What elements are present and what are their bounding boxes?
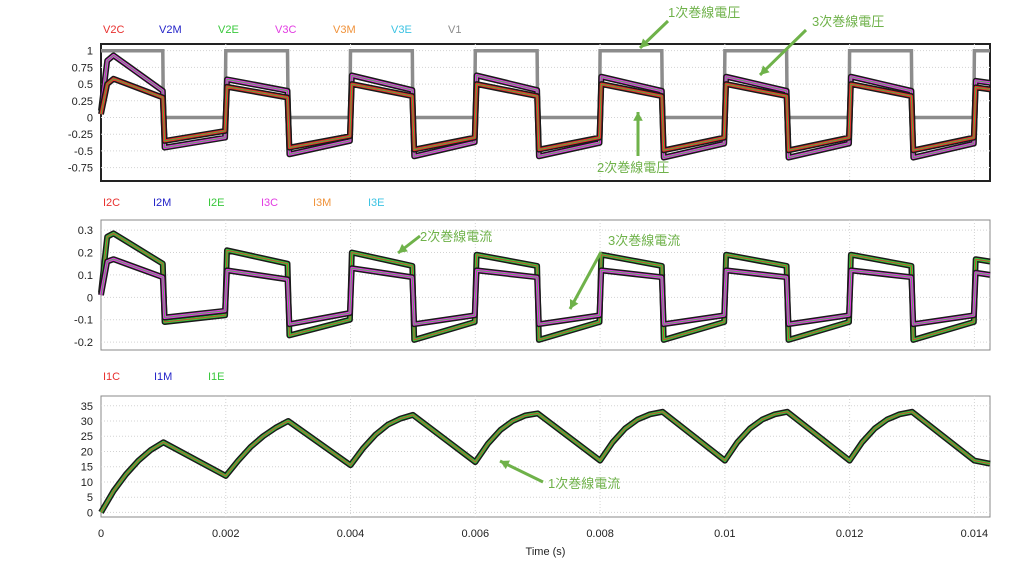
y-tick-label: 30: [81, 416, 93, 428]
legend-entry: I1C: [103, 371, 120, 383]
y-tick-label: 0.75: [72, 62, 93, 74]
legend-entry: I2E: [208, 197, 225, 209]
y-tick-label: 0.3: [78, 225, 93, 237]
chart-panel-2: 0.3 0.2 0.1 0 -0.1 -0.2 I2C I2M I2E I3C I3M I3E: [74, 197, 991, 351]
x-axis: 0 0.002 0.004 0.006 0.008 0.01 0.012 0.014 Time …: [98, 528, 988, 558]
legend-entry: V2E: [218, 24, 239, 36]
legend-entry: I3M: [313, 197, 331, 209]
legend-entry: V2M: [159, 24, 182, 36]
y-tick-label: 1: [87, 46, 93, 58]
annotations: 1次巻線電圧 3次巻線電圧 2次巻線電圧 2次巻線電流 3次巻線電流 1次巻線電流: [397, 5, 884, 491]
legend-entry: I3C: [261, 197, 278, 209]
x-tick-label: 0.004: [337, 528, 365, 540]
annotation-label: 3次巻線電圧: [812, 14, 884, 29]
annotation-arrow-shaft: [758, 28, 808, 77]
y-tick-label: -0.25: [68, 129, 93, 141]
x-tick-label: 0: [98, 528, 104, 540]
legend-entry: I1M: [154, 371, 172, 383]
legend-entry: V3C: [275, 24, 296, 36]
legend-entry: V3M: [333, 24, 356, 36]
annotation-label: 2次巻線電流: [420, 229, 492, 244]
plot-frame: [100, 43, 991, 182]
plot-frame: [100, 219, 991, 351]
legend-entry: I1E: [208, 371, 225, 383]
x-tick-label: 0.008: [586, 528, 614, 540]
x-tick-label: 0.01: [714, 528, 735, 540]
annotation-arrow-head: [760, 65, 770, 75]
annotation-arrow-head: [398, 243, 408, 253]
y-tick-label: -0.1: [74, 315, 93, 327]
annotation-label: 1次巻線電流: [548, 476, 620, 491]
y-tick-label: 25: [81, 431, 93, 443]
series-core-I1C: [100, 411, 991, 513]
y-tick-label: -0.75: [68, 163, 93, 175]
legend-entry: V3E: [391, 24, 412, 36]
series-core-V2C: [100, 78, 991, 151]
legend-entry: V2C: [103, 24, 124, 36]
y-tick-label: 5: [87, 492, 93, 504]
annotation-arrow-head: [640, 38, 650, 48]
y-tick-label: 0.5: [78, 79, 93, 91]
annotation-label: 2次巻線電圧: [597, 160, 669, 175]
chart-panel-3: 35 30 25 20 15 10 5 0 I1C I1M I1E: [81, 371, 991, 519]
annotation-arrow-head: [569, 299, 579, 309]
x-axis-title: Time (s): [526, 546, 566, 558]
annotation-label: 3次巻線電流: [608, 233, 680, 248]
plot-frame: [100, 395, 991, 518]
chart-panel-1: 1 0.75 0.5 0.25 0 -0.25 -0.5 -0.75 V2C V2M V2E V3C V…: [68, 24, 991, 182]
legend-entry: I2C: [103, 197, 120, 209]
legend-entry: I3E: [368, 197, 385, 209]
y-tick-label: 20: [81, 446, 93, 458]
y-tick-label: 0: [87, 292, 93, 304]
y-tick-label: 15: [81, 462, 93, 474]
y-tick-label: 0.2: [78, 248, 93, 260]
x-tick-label: 0.014: [961, 528, 989, 540]
y-tick-label: -0.2: [74, 337, 93, 349]
y-tick-label: 0: [87, 507, 93, 519]
series-core-I3C: [100, 258, 991, 325]
x-tick-label: 0.006: [462, 528, 490, 540]
x-tick-label: 0.012: [836, 528, 864, 540]
legend-entry: I2M: [153, 197, 171, 209]
y-tick-label: 0.1: [78, 270, 93, 282]
annotation-arrow-shaft: [568, 251, 603, 310]
y-tick-label: 35: [81, 401, 93, 413]
legend-entry: V1: [448, 24, 461, 36]
y-tick-label: 0.25: [72, 96, 93, 108]
series-line-V1: [101, 48, 990, 120]
y-tick-label: 10: [81, 477, 93, 489]
x-tick-label: 0.002: [212, 528, 240, 540]
annotation-arrow-head: [500, 460, 510, 470]
annotation-arrow-head: [633, 112, 643, 121]
y-tick-label: -0.5: [74, 146, 93, 158]
annotation-label: 1次巻線電圧: [668, 5, 740, 20]
y-tick-label: 0: [87, 113, 93, 125]
